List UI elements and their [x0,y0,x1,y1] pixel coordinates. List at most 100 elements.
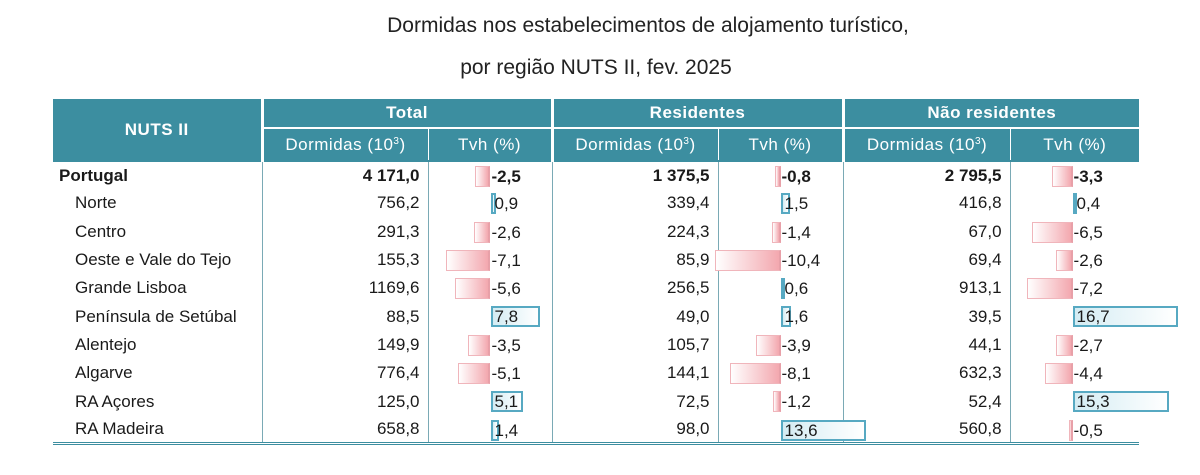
tvh-value: -10,4 [781,250,821,270]
tvh-value: 1,5 [784,194,809,214]
region-name: Oeste e Vale do Tejo [75,250,232,270]
dormidas-value: 67,0 [842,217,1011,246]
tvh-cell: -3,9 [717,330,844,360]
dormidas-value: 44,1 [842,330,1011,360]
dormidas-value: 339,4 [551,189,719,218]
tvh-cell: -1,4 [717,217,844,246]
dormidas-value: 913,1 [842,274,1011,303]
chart-title-line1: Dormidas nos estabelecimentos de alojame… [387,14,909,37]
tvh-value: 0,9 [494,194,519,214]
dormidas-value: 4 171,0 [261,159,428,190]
dormidas-value: 88,5 [261,302,428,331]
tvh-cell: 0,9 [427,189,553,218]
tvh-cell: -4,4 [1009,359,1140,388]
tvh-cell: -8,1 [717,359,844,388]
dormidas-value: 144,1 [551,359,719,388]
table-row: Centro 291,3 -2,6 224,3 -1,4 67,0 -6,5 [53,217,1140,246]
negative-bar [1056,249,1073,271]
region-name: RA Açores [75,391,155,411]
dormidas-value: 69,4 [842,245,1011,275]
table-row: Norte 756,2 0,9 339,4 1,5 416,8 0,4 [53,189,1140,218]
table-row: RA Açores 125,0 5,1 72,5 -1,2 52,4 15,3 [53,387,1169,416]
positive-bar [780,278,785,300]
positive-bar [780,193,790,215]
region-name: RA Madeira [53,415,262,446]
negative-bar [474,221,491,243]
positive-bar [490,193,497,215]
tvh-cell: -10,4 [715,245,844,275]
tvh-cell: 16,7 [1009,302,1178,331]
tvh-cell: 13,6 [717,415,867,446]
tvh-value: -8,1 [781,364,811,384]
dormidas-value: 72,5 [551,387,719,416]
tvh-cell: -2,6 [427,217,553,246]
col-header-tvh: Tvh (%) [717,127,844,161]
tvh-value: -0,8 [781,167,811,186]
chart-title-line2: por região NUTS II, fev. 2025 [460,56,732,79]
positive-bar [1072,391,1169,413]
negative-bar [755,334,781,356]
negative-bar [1051,166,1073,187]
tvh-value: -7,2 [1073,279,1103,299]
dormidas-value: 756,2 [261,189,428,218]
dormidas-value: 85,9 [551,245,719,275]
tvh-value: -2,6 [491,222,521,242]
positive-bar [780,419,867,441]
region-name: Algarve [75,363,133,383]
table-row: Grande Lisboa 1169,6 -5,6 256,5 0,6 913,1 -7,2 [53,274,1140,303]
tvh-value: -2,5 [491,167,521,186]
dormidas-value: 1 375,5 [551,159,719,190]
group-header-residentes: Residentes [550,99,844,128]
region-name: Grande Lisboa [75,278,187,298]
negative-bar [474,166,491,187]
region-name: Centro [75,221,127,241]
tvh-value: -7,1 [491,250,521,270]
tvh-value: -6,5 [1073,222,1103,242]
tvh-value: -1,4 [781,222,811,242]
table-row: Portugal 4 171,0 -2,5 1 375,5 -0,8 2 795,5 -3,… [53,159,1140,190]
dormidas-value: 560,8 [842,415,1011,446]
positive-bar [1072,306,1178,328]
tvh-value: 7,8 [494,307,519,327]
col-header-tvh: Tvh (%) [427,127,553,161]
negative-bar [1055,334,1073,356]
positive-bar [1072,193,1077,215]
negative-bar [1044,363,1073,385]
tvh-cell: 1,4 [427,415,553,446]
tvh-value: -4,4 [1073,364,1103,384]
tvh-value: -3,5 [491,335,521,355]
dormidas-value: 52,4 [842,387,1011,416]
negative-bar [771,221,781,243]
tvh-value: 13,6 [784,420,818,440]
tvh-cell: 1,5 [717,189,844,218]
tvh-cell: -5,6 [427,274,553,303]
tvh-cell: -3,5 [427,330,553,360]
tvh-value: -2,6 [1073,250,1103,270]
dormidas-value: 291,3 [261,217,428,246]
table-row: Algarve 776,4 -5,1 144,1 -8,1 632,3 -4,4 [53,359,1140,388]
tvh-value: -1,2 [781,392,811,412]
tvh-value: -5,6 [491,279,521,299]
tvh-cell: 5,1 [427,387,553,416]
dormidas-value: 149,9 [261,330,428,360]
group-header-total: Total [260,99,553,128]
tvh-cell: -2,6 [1009,245,1140,275]
tvh-cell: 0,6 [717,274,844,303]
negative-bar [1069,419,1073,441]
tvh-cell: -3,3 [1009,159,1140,190]
tvh-value: -2,7 [1073,335,1103,355]
table-row: Alentejo 149,9 -3,5 105,7 -3,9 44,1 -2,7 [53,330,1140,360]
tvh-cell: -0,8 [717,159,844,190]
region-name: Península de Setúbal [75,306,237,326]
tvh-cell: -5,1 [427,359,553,388]
dormidas-value: 105,7 [551,330,719,360]
tvh-value: 1,6 [784,307,809,327]
tvh-cell: -1,2 [717,387,844,416]
tvh-cell: -7,1 [427,245,553,275]
negative-bar [458,363,491,385]
tvh-cell: -2,5 [427,159,553,190]
tvh-cell: 0,4 [1009,189,1140,218]
negative-bar [468,334,491,356]
dormidas-value: 49,0 [551,302,719,331]
dormidas-value: 39,5 [842,302,1011,331]
